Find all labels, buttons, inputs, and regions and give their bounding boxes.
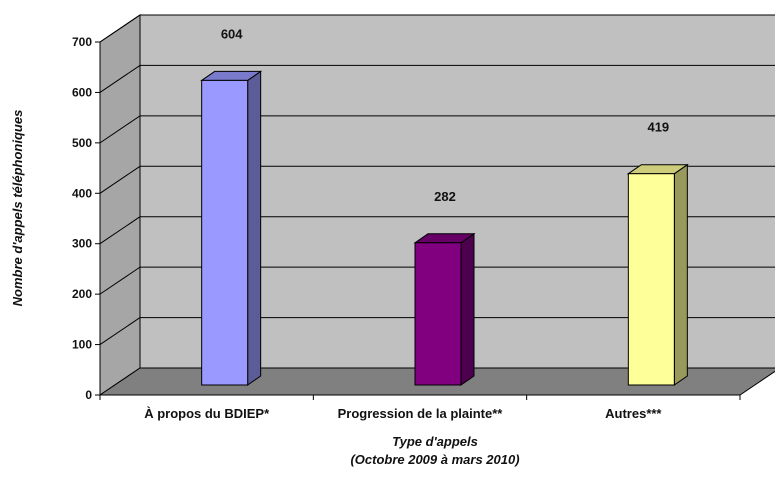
data-label: 282 (434, 189, 456, 204)
bar-3 (626, 163, 689, 386)
y-tick-label: 500 (72, 136, 92, 150)
x-axis-title: Type d'appels (392, 434, 478, 449)
category-label: Progression de la plainte** (338, 406, 504, 421)
gridline-side (99, 317, 141, 345)
data-label: 604 (221, 26, 243, 41)
y-tick-label: 400 (72, 186, 92, 200)
category-label: À propos du BDIEP* (144, 406, 270, 421)
y-tick-label: 0 (85, 388, 92, 402)
gridline-side (99, 165, 141, 194)
y-tick-label: 100 (72, 338, 92, 352)
y-tick-label: 300 (72, 237, 92, 251)
bar-side (460, 232, 475, 386)
bar-2 (413, 232, 476, 386)
gridline-side (99, 65, 141, 93)
side-wall (99, 14, 141, 396)
y-axis-title: Nombre d'appels téléphoniques (10, 110, 25, 307)
x-axis-subtitle: (Octobre 2009 à mars 2010) (350, 452, 519, 467)
y-tick-label: 700 (72, 35, 92, 49)
gridline-side (99, 216, 141, 245)
bar-front (414, 242, 462, 386)
bar-front (627, 173, 675, 386)
data-label: 419 (647, 120, 669, 135)
y-tick-label: 200 (72, 287, 92, 301)
category-label: Autres*** (605, 406, 662, 421)
bar-side (247, 70, 262, 386)
gridline-side (99, 14, 141, 43)
gridline-side (99, 115, 141, 144)
bar-1 (200, 70, 263, 386)
bar-front (201, 79, 249, 386)
gridline-side (99, 266, 141, 295)
bar-side (673, 163, 688, 386)
y-tick-label: 600 (72, 85, 92, 99)
